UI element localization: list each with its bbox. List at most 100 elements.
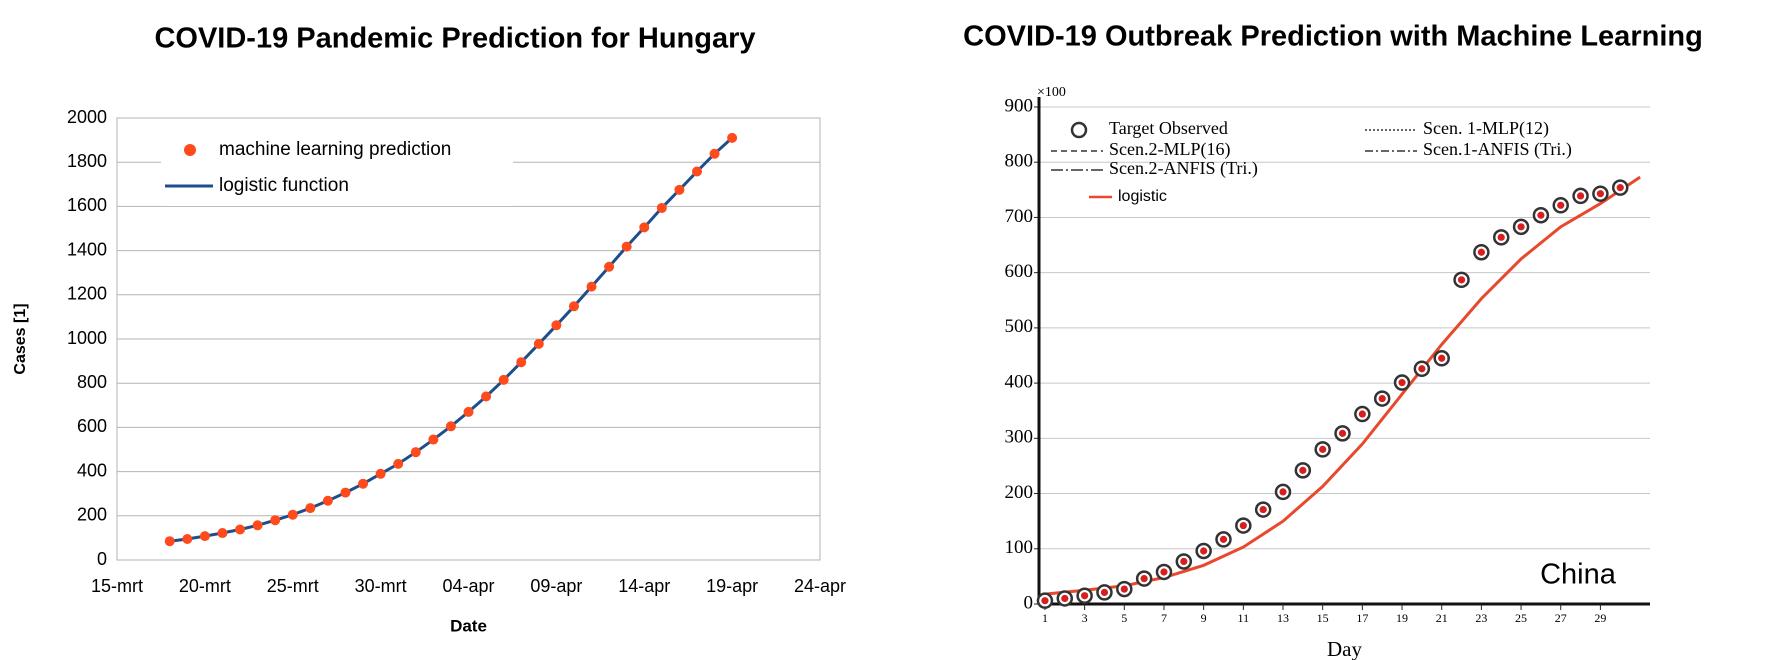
marker-dot [1100, 588, 1109, 597]
data-point [375, 468, 386, 479]
y-tick-label: 800 [77, 372, 107, 392]
chart: COVID-19 Outbreak Prediction with Machin… [963, 21, 1703, 660]
data-point [287, 509, 298, 520]
legend-label: logistic function [219, 175, 349, 196]
x-tick-label: 17 [1356, 611, 1368, 625]
data-point [498, 374, 509, 385]
annotation: China [1540, 559, 1617, 591]
data-point [217, 528, 228, 539]
marker-dot [1557, 201, 1565, 209]
data-point [656, 202, 667, 213]
data-point [1373, 390, 1391, 407]
y-tick-label: 200 [1005, 482, 1034, 503]
marker-dot [1120, 585, 1128, 593]
marker-dot [1160, 568, 1168, 576]
x-tick-label: 29 [1594, 611, 1606, 625]
x-tick-label: 14-apr [618, 576, 670, 596]
data-point [674, 184, 685, 195]
legend-box [161, 124, 513, 206]
data-point [1155, 563, 1173, 581]
data-point [568, 301, 579, 312]
marker-dot [1041, 597, 1049, 605]
data-point [709, 148, 720, 159]
marker-dot [1338, 429, 1347, 437]
data-point [727, 132, 738, 143]
y-tick-label: 400 [1005, 371, 1034, 392]
data-point [1314, 441, 1331, 458]
data-point [621, 241, 632, 252]
data-point [1294, 462, 1312, 479]
y-tick-label: 500 [1005, 316, 1034, 337]
marker-dot [1596, 190, 1605, 198]
legend-label: Target Observed [1109, 118, 1228, 138]
y-unit-label: ×100 [1037, 85, 1066, 100]
marker-dot [1200, 547, 1208, 555]
x-tick-label: 25-mrt [267, 576, 319, 596]
data-point [1393, 374, 1411, 391]
legend-label: machine learning prediction [219, 139, 451, 160]
marker-dot [1299, 466, 1307, 474]
marker-dot [1477, 248, 1485, 256]
data-point [358, 478, 369, 489]
data-point [463, 406, 474, 417]
x-tick-label: 24-apr [794, 576, 846, 596]
series-line [1044, 175, 1641, 596]
marker-dot [1279, 488, 1287, 496]
y-tick-label: 2000 [67, 107, 107, 127]
y-tick-label: 900 [1005, 95, 1034, 116]
x-tick-label: 3 [1082, 611, 1088, 625]
x-tick-label: 21 [1436, 611, 1448, 625]
data-point [410, 447, 421, 458]
data-point [1195, 542, 1212, 560]
data-point [322, 495, 333, 506]
x-tick-label: 5 [1121, 611, 1127, 625]
marker-dot [1140, 574, 1148, 583]
legend-label: Scen.2-MLP(16) [1109, 139, 1230, 160]
legend-label: logistic [1118, 188, 1167, 205]
marker-dot [1219, 535, 1228, 543]
marker-dot [1319, 445, 1327, 453]
legend-label: Scen. 1-MLP(12) [1423, 118, 1549, 139]
data-point [1116, 580, 1133, 598]
data-point [1215, 531, 1232, 548]
data-point [1036, 592, 1054, 609]
data-point [445, 421, 456, 432]
x-tick-label: 13 [1277, 611, 1289, 625]
x-tick-label: 15-mrt [91, 576, 143, 596]
marker-dot [1517, 223, 1525, 231]
legend-label: Scen.2-ANFIS (Tri.) [1109, 158, 1258, 179]
data-point [1076, 587, 1093, 604]
data-point [340, 487, 351, 498]
y-tick-label: 1800 [67, 151, 107, 171]
data-point [551, 320, 562, 331]
data-point [1235, 517, 1252, 534]
data-point [604, 261, 615, 272]
x-tick-label: 09-apr [530, 576, 582, 596]
data-point [1274, 483, 1292, 501]
x-axis-label: Day [1327, 637, 1362, 660]
data-point [1592, 185, 1609, 202]
x-tick-label: 19-apr [706, 576, 758, 596]
x-axis-label: Date [450, 616, 487, 635]
marker-dot [1239, 521, 1247, 530]
x-tick-label: 30-mrt [355, 576, 407, 596]
legend-label: Scen.1-ANFIS (Tri.) [1423, 139, 1572, 160]
x-tick-label: 20-mrt [179, 576, 231, 596]
data-point [428, 434, 439, 445]
legend-marker [184, 144, 196, 156]
marker-dot [1438, 354, 1446, 362]
data-point [639, 222, 650, 233]
y-axis-label: Cases [1] [12, 303, 29, 374]
x-tick-label: 23 [1475, 611, 1487, 625]
x-tick-label: 04-apr [442, 576, 494, 596]
marker-dot [1457, 276, 1466, 284]
marker-dot [1537, 211, 1545, 219]
marker-dot [1061, 594, 1069, 603]
data-point [1572, 187, 1589, 205]
data-point [252, 520, 263, 531]
data-point [1453, 271, 1470, 289]
x-tick-label: 15 [1317, 611, 1329, 625]
y-tick-label: 300 [1005, 427, 1034, 448]
marker-dot [1418, 365, 1426, 373]
